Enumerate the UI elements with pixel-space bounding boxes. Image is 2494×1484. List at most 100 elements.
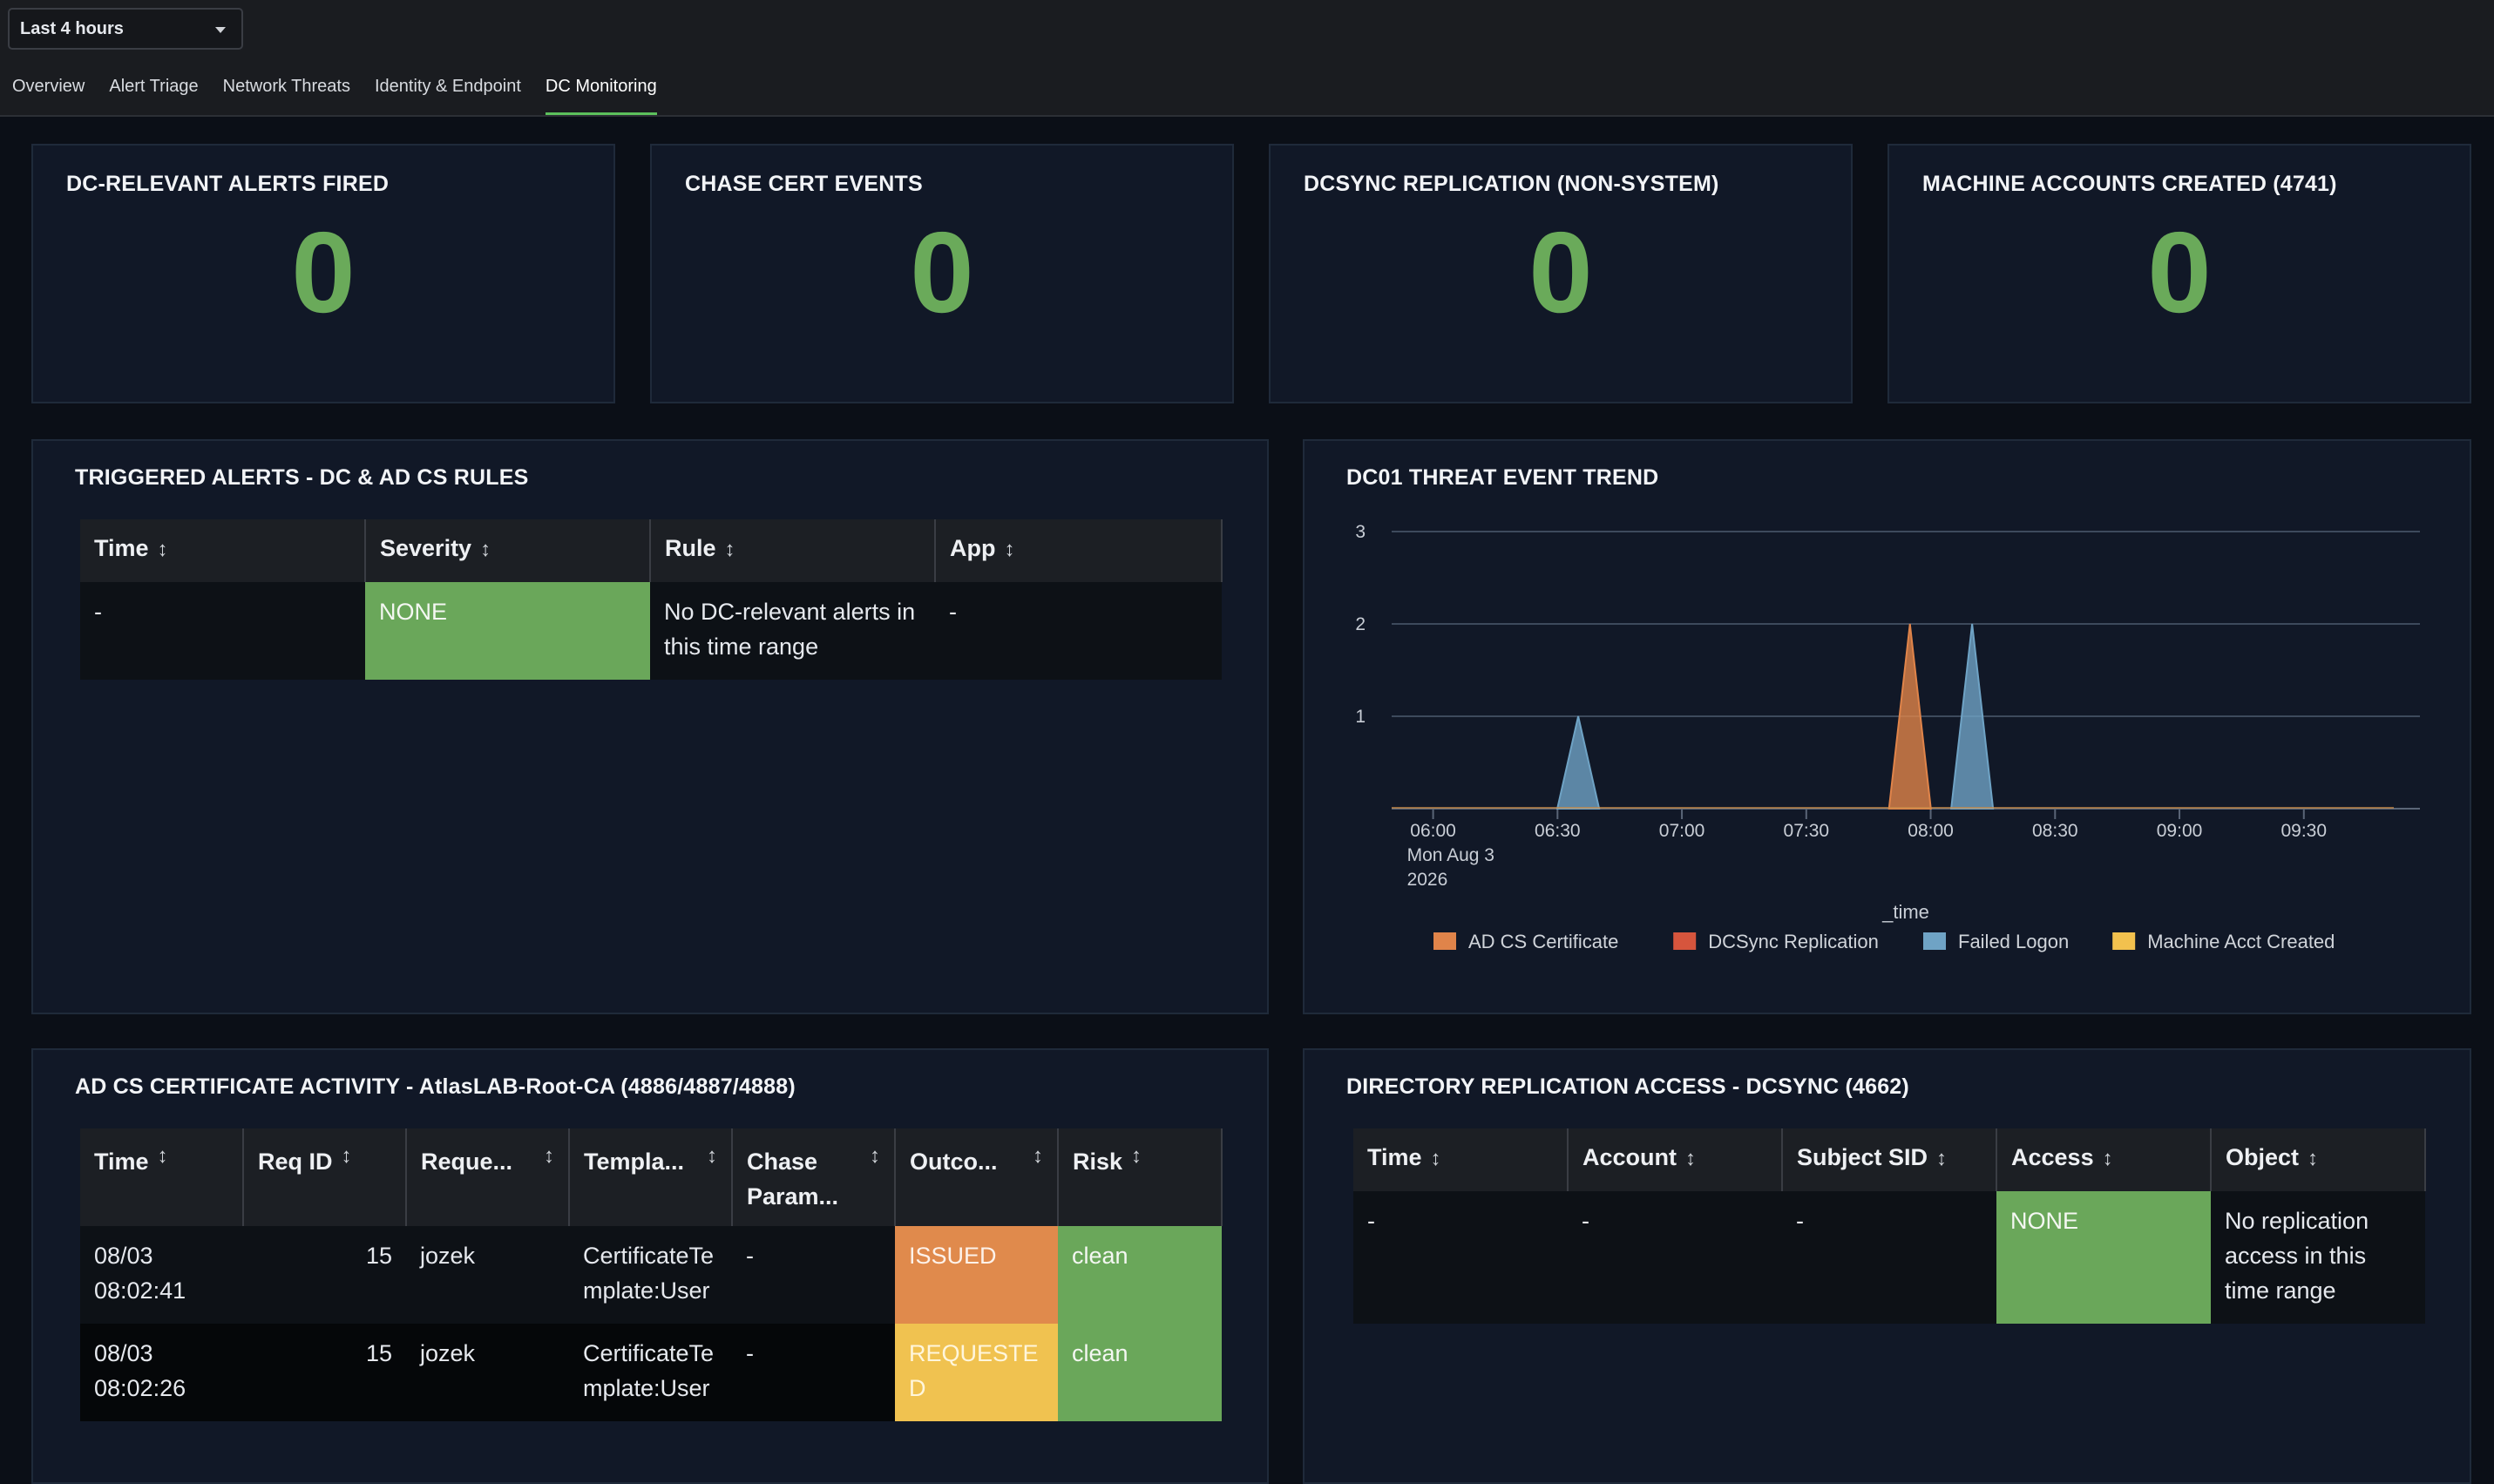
sort-icon[interactable]: ↕ [2308,1147,2319,1170]
cell-risk: clean [1058,1324,1222,1421]
triggered-alerts-table: Time ↕ Severity ↕ Rule ↕ App ↕ - NONE No DC-… [80,519,1223,680]
kpi-value: 0 [291,208,356,336]
legend-swatch [1673,932,1697,950]
column-header-subject-sid[interactable]: Subject SID ↕ [1782,1128,1997,1191]
column-header-rule[interactable]: Rule ↕ [650,519,936,582]
sort-icon[interactable]: ↕ [707,1144,717,1168]
cell-account: - [1568,1191,1782,1324]
cell-chase-param: - [732,1324,895,1421]
column-header-app[interactable]: App ↕ [935,519,1223,582]
tab-network-threats[interactable]: Network Threats [222,77,350,96]
table-row[interactable]: 08/03 08:02:26 15 jozek CertificateTempl… [80,1324,1222,1421]
cell-outcome: ISSUED [895,1226,1058,1324]
kpi-panel-dcsync: DCSYNC REPLICATION (NON-SYSTEM) 0 [1269,144,1853,403]
cell-requester: jozek [406,1226,569,1324]
tab-alert-triage[interactable]: Alert Triage [109,77,199,96]
cell-time: 08/03 08:02:26 [80,1324,243,1421]
replication-table: Time ↕ Account ↕ Subject SID ↕ Access ↕ Obje… [1353,1128,2426,1324]
time-range-picker[interactable]: Last 4 hours [8,8,243,50]
column-header-req-id[interactable]: Req ID ↕ [243,1128,407,1226]
kpi-title: DCSYNC REPLICATION (NON-SYSTEM) [1304,172,1719,196]
cell-template: CertificateTemplate:User [569,1324,732,1421]
sort-icon[interactable]: ↕ [870,1144,880,1168]
sort-icon[interactable]: ↕ [157,1144,168,1168]
y-tick-label: 1 [1355,707,1366,727]
column-header-chase-param[interactable]: Chase Param... ↕ [732,1128,896,1226]
replication-access-panel: DIRECTORY REPLICATION ACCESS - DCSYNC (4… [1303,1048,2471,1484]
tab-dc-monitoring[interactable]: DC Monitoring [533,70,669,115]
column-header-object[interactable]: Object ↕ [2211,1128,2426,1191]
sort-icon[interactable]: ↕ [724,538,735,561]
triggered-alerts-panel: TRIGGERED ALERTS - DC & AD CS RULES Time… [31,439,1269,1014]
area-spike [1555,715,1601,810]
adcs-certificate-panel: AD CS CERTIFICATE ACTIVITY - AtlasLAB-Ro… [31,1048,1269,1484]
cell-access: NONE [1996,1191,2211,1324]
cell-risk: clean [1058,1226,1222,1324]
table-row[interactable]: - - - NONE No replication access in this… [1353,1191,2425,1324]
sort-icon[interactable]: ↕ [1430,1147,1441,1170]
kpi-value: 0 [2147,208,2212,336]
legend-swatch [2112,932,2136,950]
kpi-value: 0 [910,208,974,336]
top-bar: Last 4 hours Overview Alert Triage Netwo… [0,0,2494,117]
legend-swatch [1923,932,1946,950]
column-header-requester[interactable]: Reque... ↕ [406,1128,570,1226]
sort-icon[interactable]: ↕ [544,1144,554,1168]
sort-icon[interactable]: ↕ [1131,1144,1142,1168]
x-tick-label: 09:00 [2157,821,2203,841]
cell-time: - [1353,1191,1568,1324]
panel-title: TRIGGERED ALERTS - DC & AD CS RULES [75,465,529,490]
sort-icon[interactable]: ↕ [1033,1144,1043,1168]
cell-app: - [935,582,1222,680]
cell-rule: No DC-relevant alerts in this time range [650,582,935,680]
column-header-access[interactable]: Access ↕ [1996,1128,2212,1191]
column-header-time[interactable]: Time ↕ [1353,1128,1569,1191]
kpi-value: 0 [1528,208,1593,336]
sort-icon[interactable]: ↕ [157,538,168,561]
column-header-outcome[interactable]: Outco... ↕ [895,1128,1059,1226]
sort-icon[interactable]: ↕ [2102,1147,2113,1170]
time-range-label: Last 4 hours [20,18,124,38]
cell-object: No replication access in this time range [2211,1191,2425,1324]
kpi-panel-dc-alerts: DC-RELEVANT ALERTS FIRED 0 [31,144,615,403]
legend-label: Machine Acct Created [2147,931,2335,952]
cell-req-id: 15 [243,1226,406,1324]
sort-icon[interactable]: ↕ [480,538,491,561]
cell-chase-param: - [732,1226,895,1324]
x-tick-label: 07:30 [1784,821,1830,841]
x-tick-label: 06:00 [1410,821,1456,841]
legend-swatch [1433,932,1456,950]
column-header-account[interactable]: Account ↕ [1568,1128,1783,1191]
column-header-time[interactable]: Time ↕ [80,519,366,582]
column-header-time[interactable]: Time ↕ [80,1128,244,1226]
x-tick-sublabel: 2026 [1407,870,1448,890]
panel-title: DIRECTORY REPLICATION ACCESS - DCSYNC (4… [1346,1074,1909,1099]
column-header-risk[interactable]: Risk ↕ [1058,1128,1223,1226]
tab-overview[interactable]: Overview [12,77,85,96]
cell-outcome: REQUESTED [895,1324,1058,1421]
kpi-title: DC-RELEVANT ALERTS FIRED [66,172,390,196]
column-header-severity[interactable]: Severity ↕ [365,519,651,582]
tab-identity-endpoint[interactable]: Identity & Endpoint [374,77,521,96]
cell-time: 08/03 08:02:41 [80,1226,243,1324]
cell-subject-sid: - [1782,1191,1996,1324]
kpi-panel-machine-accounts: MACHINE ACCOUNTS CREATED (4741) 0 [1887,144,2471,403]
x-tick-label: 06:30 [1535,821,1581,841]
legend-label: Failed Logon [1958,931,2069,952]
y-tick-label: 2 [1355,614,1366,634]
sort-icon[interactable]: ↕ [1685,1147,1696,1170]
x-tick-label: 08:00 [1908,821,1954,841]
sort-icon[interactable]: ↕ [341,1144,352,1168]
cell-time: - [80,582,365,680]
sort-icon[interactable]: ↕ [1936,1147,1948,1170]
dashboard-tabs: Overview Alert Triage Network Threats Id… [0,70,669,115]
x-tick-label: 08:30 [2032,821,2078,841]
cell-req-id: 15 [243,1324,406,1421]
sort-icon[interactable]: ↕ [1004,538,1015,561]
x-tick-label: 09:30 [2281,821,2327,841]
adcs-table: Time ↕ Req ID ↕ Reque... ↕ Templa... ↕ Chase… [80,1128,1223,1421]
column-header-template[interactable]: Templa... ↕ [569,1128,733,1226]
table-row[interactable]: 08/03 08:02:41 15 jozek CertificateTempl… [80,1226,1222,1324]
table-row[interactable]: - NONE No DC-relevant alerts in this tim… [80,582,1222,680]
kpi-title: MACHINE ACCOUNTS CREATED (4741) [1922,172,2337,196]
